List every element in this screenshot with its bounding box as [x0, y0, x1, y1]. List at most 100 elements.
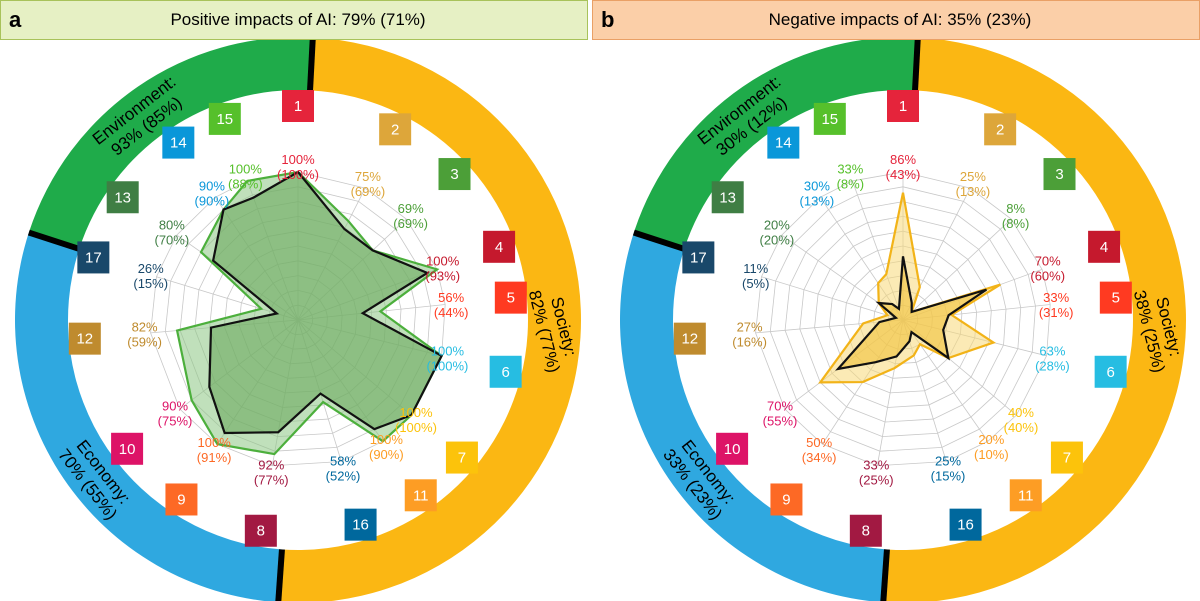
sdg-15-badge: 15 [208, 102, 241, 135]
series-inner [208, 170, 444, 435]
sdg-square [494, 281, 527, 314]
sdg-4-badge: 4 [483, 230, 516, 263]
sdg-number: 16 [352, 517, 369, 534]
value-label-paren: (20%) [760, 233, 795, 248]
sdg-number: 3 [1055, 166, 1063, 183]
value-label-paren: (34%) [802, 450, 837, 465]
sdg-number: 8 [257, 523, 265, 540]
sdg-number: 5 [507, 290, 515, 307]
value-label-paren: (69%) [393, 216, 428, 231]
ring-divider [632, 229, 686, 252]
grid-ring [814, 230, 992, 408]
sdg-square [716, 432, 749, 465]
sdg-7-badge: 7 [445, 441, 478, 474]
sdg-square [244, 514, 277, 547]
sdg-16-badge: 16 [344, 508, 377, 541]
grid-spoke [902, 218, 1012, 321]
sdg-number: 10 [724, 441, 741, 458]
panel-a-title: Positive impacts of AI: 79% (71%) [170, 10, 426, 29]
sdg-number: 3 [450, 166, 458, 183]
panel-a-letter: a [9, 7, 22, 32]
sdg-6-badge: 6 [1094, 355, 1127, 388]
sdg-15-badge: 15 [813, 102, 846, 135]
ring-divider [307, 40, 316, 91]
sdg-square [949, 508, 982, 541]
value-label: 80% [159, 218, 185, 233]
sdg-3-badge: 3 [438, 158, 471, 191]
sdg-number: 11 [1018, 487, 1034, 504]
sdg-number: 13 [719, 189, 736, 206]
sdg-6-badge: 6 [489, 355, 522, 388]
sdg-square [813, 102, 846, 135]
sdg-3-badge: 3 [1043, 158, 1076, 191]
sdg-square [1088, 230, 1121, 263]
value-label: 25% [960, 169, 986, 184]
sdg-1-badge: 1 [887, 90, 919, 122]
sdg-square [282, 90, 314, 122]
sdg-square [208, 102, 241, 135]
value-label-paren: (5%) [742, 276, 769, 291]
value-label-paren: (40%) [1004, 420, 1039, 435]
value-label-paren: (8%) [1002, 216, 1029, 231]
grid-spoke [761, 276, 904, 321]
sdg-square [767, 126, 800, 159]
sdg-number: 1 [899, 98, 907, 115]
series-outer [818, 192, 1001, 384]
panel-b-radar: 186%(43%)225%(13%)38%(8%)470%(60%)533%(3… [620, 40, 1186, 601]
value-label: 90% [199, 178, 225, 193]
panel-b-letter: b [601, 7, 615, 32]
sdg-5-badge: 5 [494, 281, 527, 314]
value-label: 20% [978, 432, 1004, 447]
value-label-paren: (90%) [195, 193, 230, 208]
ring-segment [278, 40, 581, 601]
sdg-square [483, 230, 516, 263]
grid-ring [755, 171, 1051, 467]
value-label: 100% [198, 435, 232, 450]
value-label-paren: (55%) [763, 414, 798, 429]
sdg-square [489, 355, 522, 388]
sdg-square [379, 113, 412, 146]
value-label-paren: (28%) [1035, 358, 1070, 373]
sdg-square [445, 441, 478, 474]
panel-a-header: a Positive impacts of AI: 79% (71%) [0, 0, 588, 40]
value-label-paren: (13%) [800, 193, 835, 208]
value-label: 8% [1006, 201, 1025, 216]
sdg-square [887, 90, 919, 122]
series-inner [835, 256, 988, 371]
value-label: 100% [399, 405, 433, 420]
sdg-number: 17 [85, 249, 102, 266]
sdg-square [165, 483, 198, 516]
sdg-5-badge: 5 [1099, 281, 1132, 314]
sdg-square [1043, 158, 1076, 191]
sdg-number: 1 [294, 98, 302, 115]
value-label-paren: (52%) [326, 468, 361, 483]
grid-ring [843, 260, 963, 379]
sdg-number: 2 [996, 121, 1004, 138]
sdg-square [711, 181, 744, 214]
grid-ring [828, 245, 977, 394]
value-label-paren: (70%) [155, 233, 190, 248]
sdg-number: 14 [170, 135, 187, 152]
value-label-paren: (25%) [859, 473, 894, 488]
value-label: 27% [737, 319, 763, 334]
sdg-square [770, 483, 803, 516]
value-label: 100% [229, 161, 263, 176]
sdg-17-badge: 17 [77, 241, 110, 274]
ring-segment [28, 40, 313, 249]
value-label: 50% [806, 435, 832, 450]
ring-divider [912, 40, 921, 91]
sdg-13-badge: 13 [711, 181, 744, 214]
value-label-paren: (15%) [133, 276, 168, 291]
value-label: 90% [162, 399, 188, 414]
value-label-paren: (16%) [732, 334, 767, 349]
value-label-paren: (60%) [1030, 268, 1065, 283]
ring-segment [620, 232, 887, 601]
value-label-paren: (44%) [434, 305, 469, 320]
value-label-paren: (8%) [837, 176, 864, 191]
grid-ring [784, 201, 1022, 438]
sdg-4-badge: 4 [1088, 230, 1121, 263]
value-label: 20% [764, 218, 790, 233]
value-label: 58% [330, 453, 356, 468]
value-label: 40% [1008, 405, 1034, 420]
sdg-number: 10 [119, 441, 136, 458]
